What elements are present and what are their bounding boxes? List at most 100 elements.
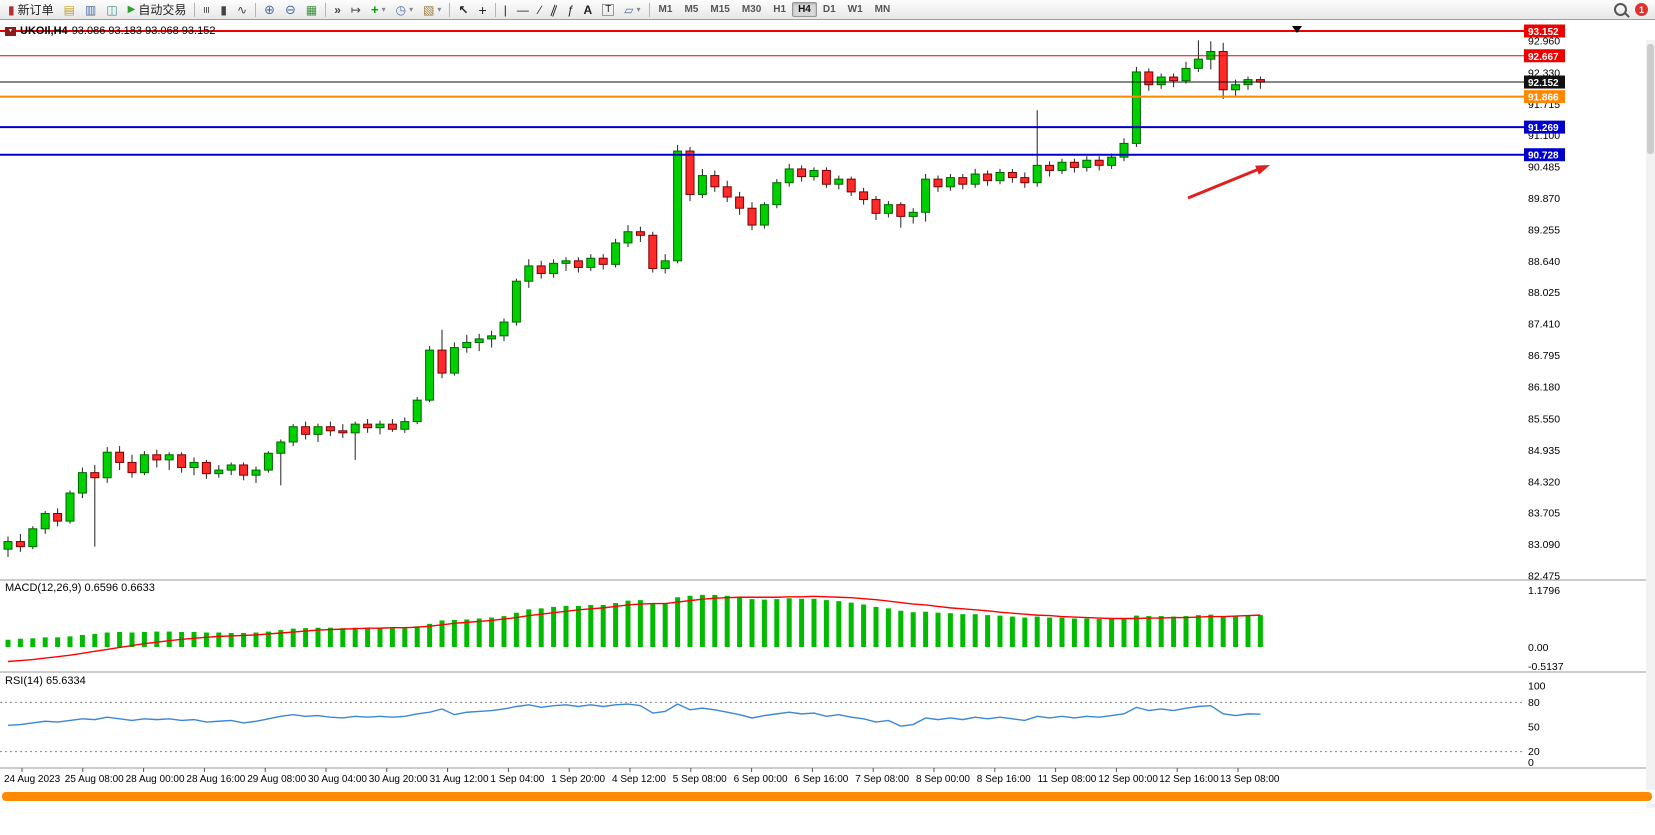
shapes-tool-button[interactable]: ▱ ▾	[619, 0, 645, 19]
trendline-icon: ∕	[538, 2, 541, 17]
svg-text:20: 20	[1528, 746, 1540, 758]
svg-text:90.728: 90.728	[1528, 151, 1559, 162]
line-chart-button[interactable]: ∿	[232, 0, 252, 19]
ohlc-values: 93.086 93.183 93.068 93.152	[71, 25, 216, 37]
cursor-icon: ↖	[458, 2, 469, 17]
toolbar-separator	[494, 2, 496, 17]
timeframe-m5-button[interactable]: M5	[684, 4, 699, 15]
zoom-out-icon: ⊖	[284, 2, 296, 17]
dropdown-icon: ▾	[636, 4, 641, 14]
svg-text:11 Sep 08:00: 11 Sep 08:00	[1038, 774, 1097, 785]
zoom-in-button[interactable]: ⊕	[259, 0, 280, 19]
svg-text:4 Sep 12:00: 4 Sep 12:00	[612, 774, 666, 785]
auto-scroll-button[interactable]: »	[329, 0, 346, 19]
autotrade-play-icon: ▶	[127, 3, 136, 15]
trendline-tool-button[interactable]: ∕	[534, 0, 546, 19]
channel-tool-button[interactable]: ∥	[546, 0, 562, 19]
svg-text:12 Sep 16:00: 12 Sep 16:00	[1159, 774, 1219, 785]
charts-button[interactable]: ▤	[59, 0, 80, 19]
svg-text:90.485: 90.485	[1528, 162, 1560, 174]
notification-badge[interactable]: 1	[1635, 3, 1648, 16]
chart-shift-icon: ↦	[350, 2, 361, 17]
symbol-period-label: UKOIl,H4	[20, 25, 68, 37]
horizontal-scrollbar-thumb[interactable]	[2, 792, 1652, 801]
horizontal-line-tool-button[interactable]: —	[512, 0, 534, 19]
text-label-tool-button[interactable]: T	[597, 0, 619, 19]
timeframe-w1-button[interactable]: W1	[847, 4, 863, 15]
svg-text:89.255: 89.255	[1528, 224, 1560, 236]
crosshair-icon: +	[478, 1, 487, 18]
auto-scroll-icon: »	[334, 2, 341, 17]
svg-text:8 Sep 16:00: 8 Sep 16:00	[977, 774, 1031, 785]
charts-icon: ▤	[63, 2, 75, 17]
toolbar-separator	[648, 2, 650, 17]
chart-canvas[interactable]: 92.96092.33091.71591.10090.48589.87089.2…	[0, 20, 1655, 788]
candle-chart-button[interactable]: ▮	[215, 0, 232, 19]
toolbar: ▮ 新订单 ▤ ▥ ◫ ▶ 自动交易 ≡ ▮ ∿ ⊕ ⊖	[0, 0, 1655, 20]
svg-text:92.667: 92.667	[1528, 52, 1559, 63]
timeframe-m30-button[interactable]: M30	[741, 4, 762, 15]
svg-text:12 Sep 00:00: 12 Sep 00:00	[1098, 774, 1158, 785]
svg-text:25 Aug 08:00: 25 Aug 08:00	[65, 774, 124, 785]
fibonacci-tool-button[interactable]: ƒ	[562, 0, 579, 19]
horizontal-scrollbar[interactable]	[0, 790, 1655, 803]
profiles-button[interactable]: ▥	[80, 0, 101, 19]
svg-text:92.152: 92.152	[1528, 78, 1559, 89]
cursor-tool-button[interactable]: ↖	[453, 0, 473, 19]
profiles-icon: ▥	[84, 2, 97, 17]
chart-shift-button[interactable]: ↦	[346, 0, 366, 19]
text-tool-button[interactable]: A	[579, 0, 598, 19]
indicators-plus-icon: +	[370, 2, 379, 17]
svg-text:13 Sep 08:00: 13 Sep 08:00	[1220, 774, 1280, 785]
svg-text:100: 100	[1528, 681, 1546, 693]
toolbar-separator	[194, 2, 196, 17]
macd-label-text: MACD(12,26,9) 0.6596 0.6633	[5, 582, 155, 594]
svg-text:88.025: 88.025	[1528, 287, 1560, 299]
bar-chart-button[interactable]: ≡	[198, 0, 215, 19]
svg-text:91.269: 91.269	[1528, 123, 1559, 134]
svg-text:93.152: 93.152	[1528, 27, 1559, 38]
text-label-icon: T	[602, 3, 615, 16]
timeframe-m15-button[interactable]: M15	[710, 4, 730, 15]
chart-area: 92.960 92.330 91.715 91.100 90.485 89.870 89.2…	[0, 20, 1655, 808]
svg-text:50: 50	[1528, 722, 1540, 734]
dropdown-icon: ▾	[381, 4, 386, 14]
svg-text:7 Sep 08:00: 7 Sep 08:00	[855, 774, 909, 785]
timeframe-mn-button[interactable]: MN	[874, 4, 891, 15]
indicators-button[interactable]: + ▾	[366, 0, 391, 19]
svg-text:87.410: 87.410	[1528, 319, 1560, 331]
svg-text:6 Sep 16:00: 6 Sep 16:00	[794, 774, 848, 785]
new-order-button[interactable]: ▮ 新订单	[3, 0, 59, 19]
vertical-scrollbar[interactable]	[1646, 40, 1655, 808]
chart-title: ▾ UKOIl,H4 93.086 93.183 93.068 93.152	[5, 25, 215, 37]
svg-text:84.320: 84.320	[1528, 476, 1560, 488]
svg-text:82.475: 82.475	[1528, 571, 1560, 583]
timeframe-m1-button[interactable]: M1	[658, 4, 673, 15]
zoom-out-button[interactable]: ⊖	[280, 0, 301, 19]
tile-windows-button[interactable]: ▦	[301, 0, 322, 19]
svg-text:89.870: 89.870	[1528, 193, 1560, 205]
svg-text:5 Sep 08:00: 5 Sep 08:00	[673, 774, 727, 785]
rsi-label-text: RSI(14) 65.6334	[5, 675, 86, 687]
text-tool-icon: A	[583, 2, 593, 17]
timeframe-d1-button[interactable]: D1	[822, 4, 836, 15]
templates-button[interactable]: ▧ ▾	[418, 0, 446, 19]
svg-text:28 Aug 16:00: 28 Aug 16:00	[186, 774, 245, 785]
timeframe-h1-button[interactable]: H1	[773, 4, 787, 15]
autotrade-button[interactable]: ▶ 自动交易	[123, 0, 192, 19]
periods-clock-icon: ◷	[395, 2, 407, 17]
crosshair-tool-button[interactable]: +	[474, 0, 492, 19]
market-watch-button[interactable]: ◫	[101, 0, 122, 19]
timeframe-h4-button[interactable]: H4	[792, 2, 817, 17]
vertical-line-tool-button[interactable]: |	[499, 0, 512, 19]
svg-text:0: 0	[1528, 757, 1534, 769]
periods-button[interactable]: ◷ ▾	[391, 0, 419, 19]
svg-text:92.960: 92.960	[1528, 35, 1560, 47]
svg-text:83.090: 83.090	[1528, 539, 1560, 551]
vertical-scrollbar-thumb[interactable]	[1647, 44, 1654, 154]
horizontal-line-icon: —	[516, 2, 529, 17]
search-icon[interactable]	[1614, 3, 1627, 16]
new-order-icon: ▮	[8, 2, 15, 17]
svg-text:86.180: 86.180	[1528, 381, 1560, 393]
